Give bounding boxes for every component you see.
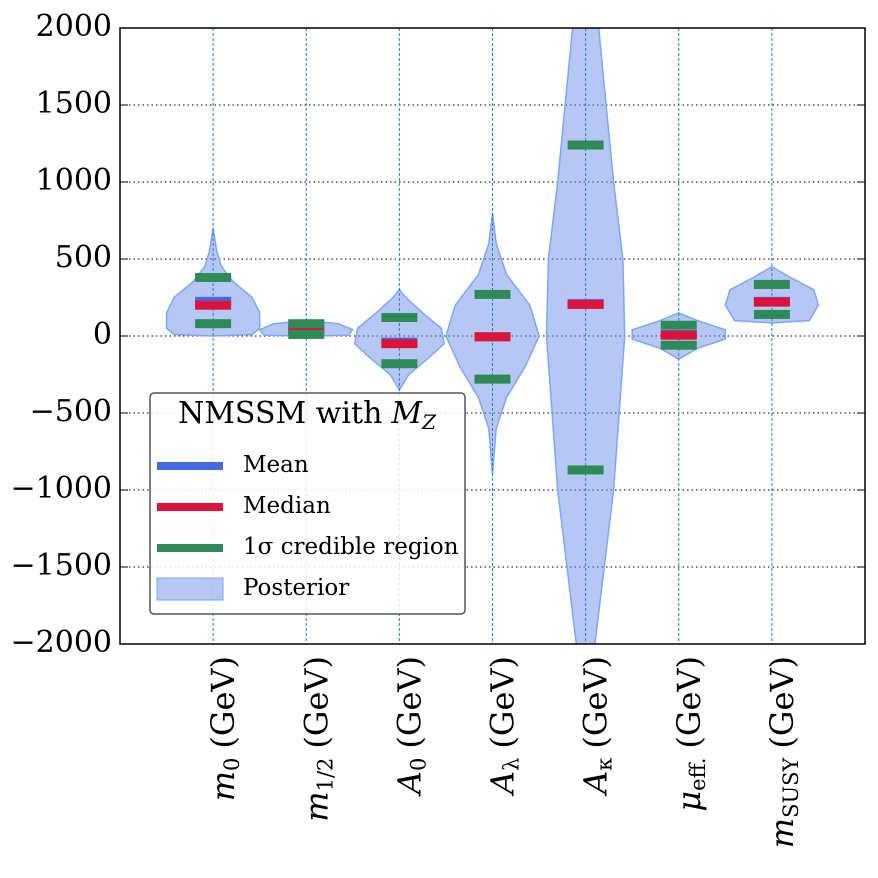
category-subscript: 0 [406,758,430,771]
category-symbol: m [297,791,335,821]
legend-swatch [156,577,224,601]
plot-area [120,28,865,644]
series-bar [567,299,604,309]
credible-lower [753,309,790,319]
y-tick-label: 0 [93,317,112,352]
category-unit: (GeV) [762,656,800,749]
y-tick-label: −500 [30,394,112,429]
legend-title: NMSSM with MZ [178,396,437,434]
category-subscript: 1/2 [313,758,337,792]
x-tick-label: m1/2 (GeV) [297,656,337,822]
series-bar [660,330,697,340]
legend-box [149,392,466,615]
credible-upper [660,320,697,330]
x-tick-label: mSUSY (GeV) [762,656,802,848]
legend-label: Mean [243,452,309,478]
credible-upper [381,313,418,323]
x-tick-label: μeff. (GeV) [669,656,709,812]
category-unit: (GeV) [297,656,335,749]
credible-lower [660,340,697,350]
credible-lower [567,465,604,475]
category-unit: (GeV) [204,656,242,749]
x-tick-label: Aλ (GeV) [483,656,523,797]
credible-lower [288,329,325,339]
category-subscript: κ [592,758,616,771]
category-subscript: 0 [220,758,244,771]
credible-lower [195,319,232,329]
category-unit: (GeV) [483,656,521,749]
credible-upper [474,289,511,299]
legend-title-subscript: Z [421,410,437,434]
legend-title-symbol: M [390,396,423,431]
legend-label: 1σ credible region [243,534,459,560]
credible-upper [567,140,604,150]
category-unit: (GeV) [390,656,428,749]
credible-upper [288,319,325,329]
y-tick-label: −1000 [11,471,112,506]
x-tick-label: Aκ (GeV) [576,656,616,797]
category-symbol: m [762,818,800,848]
legend-label: Median [243,493,331,519]
y-tick-label: 500 [55,240,112,275]
legend: NMSSM with MZ Mean Median 1σ credible region… [149,392,466,615]
series-bar [195,300,232,310]
series-bar [381,339,418,349]
category-symbol: A [390,771,428,797]
category-unit: (GeV) [669,656,707,749]
credible-lower [381,359,418,369]
category-symbol: m [204,771,242,801]
series-bar [474,332,511,342]
legend-title-text: NMSSM with [178,396,382,431]
x-tick-label: A0 (GeV) [390,656,430,797]
series-bar [288,325,325,335]
category-subscript: SUSY [778,756,802,817]
x-tick-label: m0 (GeV) [204,656,244,801]
y-tick-label: −2000 [11,625,112,660]
credible-upper [753,279,790,289]
y-tick-label: 1000 [36,163,112,198]
y-tick-label: −1500 [11,548,112,583]
credible-upper [195,272,232,282]
category-subscript: eff. [685,758,709,791]
category-unit: (GeV) [576,656,614,749]
category-subscript: λ [499,758,523,771]
category-symbol: μ [669,791,707,812]
category-symbol: A [483,771,521,797]
y-tick-label: 2000 [36,9,112,44]
y-tick-label: 1500 [36,86,112,121]
legend-label: Posterior [243,575,349,601]
credible-lower [474,374,511,384]
series-bar [753,297,790,307]
category-symbol: A [576,771,614,797]
